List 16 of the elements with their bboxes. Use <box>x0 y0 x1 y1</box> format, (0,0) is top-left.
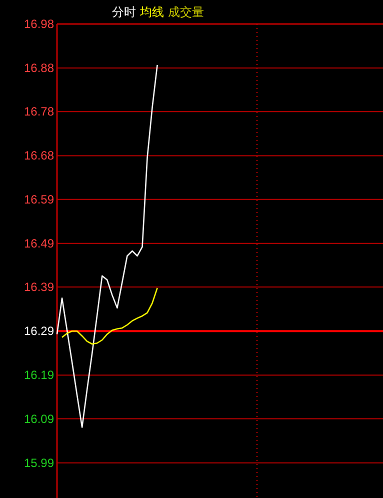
line-series <box>61 287 158 345</box>
y-tick-label: 16.19 <box>24 368 54 382</box>
text: 均线 <box>139 5 164 19</box>
text: 分时 <box>112 5 136 19</box>
y-tick-label: 16.88 <box>24 61 54 76</box>
line-series <box>56 64 158 428</box>
y-tick-label: 16.09 <box>24 412 54 426</box>
y-tick-label: 16.39 <box>24 280 54 294</box>
y-tick-label: 16.59 <box>24 192 54 206</box>
y-tick-label: 15.99 <box>24 456 54 470</box>
y-tick-label: 16.98 <box>24 17 54 31</box>
y-tick-label: 16.29 <box>24 324 54 338</box>
text: 成交量 <box>168 5 204 19</box>
y-tick-label: 16.68 <box>24 148 54 163</box>
y-tick-label: 16.78 <box>24 104 54 119</box>
y-tick-label: 16.49 <box>24 236 54 250</box>
